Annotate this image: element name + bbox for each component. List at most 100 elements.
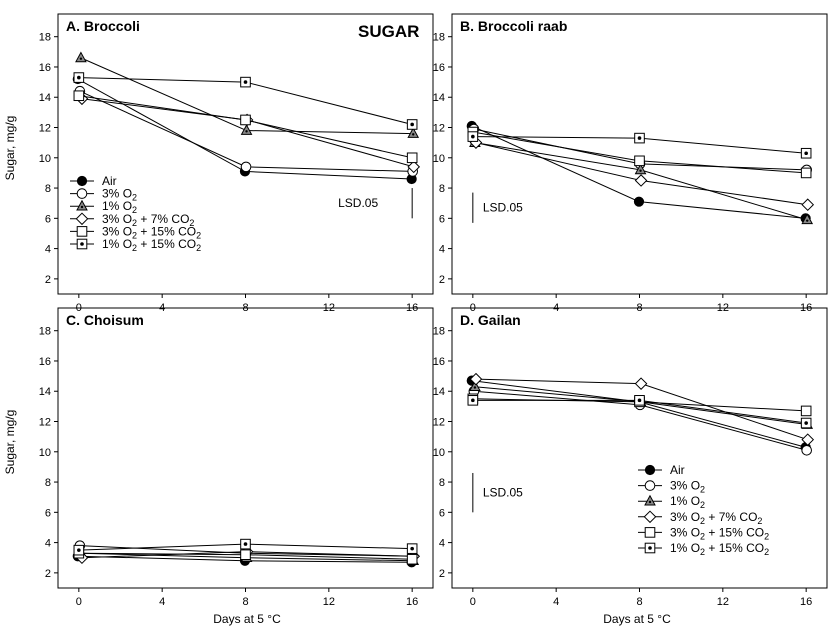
y-tick-label: 14: [433, 92, 445, 104]
y-tick-label: 8: [439, 183, 445, 195]
data-point-shape: [634, 163, 647, 175]
legend-marker-shape: [644, 480, 656, 491]
data-point: [75, 51, 87, 63]
legend: Air 3% O2​1% O2​3% O2​ + 7% CO2​3% O2​ + …: [638, 463, 769, 557]
data-point-shape: [406, 152, 418, 164]
data-point-shape: [801, 213, 814, 225]
figure-title: SUGAR: [358, 22, 419, 41]
y-tick-label: 16: [433, 62, 445, 74]
lsd-label: LSD.05: [338, 196, 378, 210]
data-point: [240, 161, 252, 173]
data-point-dot: [412, 133, 415, 136]
panel-title: B. Broccoli raab: [460, 18, 567, 34]
lsd-label: LSD.05: [483, 486, 523, 500]
y-axis-title-top: Sugar, mg/g: [3, 116, 17, 181]
y-tick-label: 18: [433, 32, 445, 44]
data-point: [73, 90, 85, 102]
x-axis-title-right: Days at 5 °C: [603, 612, 671, 626]
data-point: [73, 544, 85, 556]
legend-marker: [76, 226, 88, 237]
x-tick-label: 0: [76, 596, 82, 608]
legend-marker: [644, 494, 656, 506]
y-tick-label: 6: [439, 213, 445, 225]
data-point: [407, 127, 420, 138]
data-point-dot: [471, 398, 475, 403]
data-point-shape: [634, 155, 645, 167]
y-tick-label: 18: [39, 326, 51, 338]
legend-label: 3% O2​ + 15% CO2​: [102, 224, 201, 240]
data-point-dot: [410, 546, 414, 551]
legend-label: 1% O2​ + 15% CO2​: [670, 541, 769, 557]
data-point-shape: [75, 51, 87, 63]
data-point: [240, 538, 251, 550]
legend-marker: [644, 464, 656, 476]
y-tick-label: 8: [45, 477, 51, 489]
data-point: [634, 163, 647, 175]
data-point-dot: [243, 80, 248, 84]
panel-title: A. Broccoli: [66, 18, 140, 34]
legend-marker-shape: [76, 226, 88, 237]
data-point: [634, 395, 645, 406]
x-tick-label: 16: [800, 596, 812, 608]
data-point: [73, 72, 85, 83]
y-tick-label: 8: [439, 477, 445, 489]
data-point: [469, 372, 483, 386]
data-point-shape: [801, 444, 812, 456]
data-point: [406, 543, 418, 554]
x-tick-label: 12: [323, 596, 335, 608]
data-point-dot: [804, 421, 808, 425]
legend-marker-dot: [648, 500, 652, 504]
data-point-shape: [407, 160, 421, 174]
data-point-dot: [637, 136, 642, 140]
y-tick-label: 2: [439, 568, 445, 580]
data-point-dot: [804, 151, 808, 156]
legend-marker: [643, 510, 657, 524]
data-point-dot: [77, 548, 81, 552]
data-point-shape: [801, 198, 815, 212]
legend-marker: [76, 188, 88, 199]
legend-marker: [644, 527, 656, 538]
data-point-dot: [243, 542, 248, 546]
y-axis-title-bottom: Sugar, mg/g: [3, 410, 17, 475]
data-point: [240, 76, 251, 88]
data-point-shape: [406, 553, 418, 565]
panel-title: D. Gailan: [460, 312, 521, 328]
y-tick-label: 16: [433, 356, 445, 368]
legend-marker-dot: [648, 546, 652, 550]
data-point-dot: [245, 130, 248, 133]
x-tick-label: 0: [470, 596, 476, 608]
data-point-dot: [77, 75, 81, 80]
panel-3: 2 4 6 8 10 12 14 16 18 0 4 8 12 16 C. Choisum: [39, 307, 434, 608]
legend-label: 1% O2​: [102, 199, 137, 215]
y-tick-label: 18: [433, 326, 445, 338]
data-point-shape: [633, 196, 645, 207]
data-point-dot: [806, 219, 809, 222]
y-tick-label: 12: [433, 417, 445, 429]
data-point: [406, 119, 418, 130]
y-tick-label: 6: [45, 507, 51, 519]
data-point-shape: [240, 114, 251, 126]
legend-marker-shape: [643, 510, 657, 524]
data-point: [406, 553, 418, 565]
data-point-shape: [407, 127, 420, 138]
data-point: [801, 213, 814, 225]
legend-label: 1% O2​: [670, 494, 705, 510]
panel-4: 2 4 6 8 10 12 14 16 18 0 4 8 12 16 D. Gailan LSD.05 Air 3…: [433, 307, 828, 608]
y-tick-label: 4: [45, 244, 51, 256]
legend-label: 3% O2​ + 15% CO2​: [670, 525, 769, 541]
legend-label: 1% O2​ + 15% CO2​: [102, 237, 201, 253]
y-tick-label: 16: [39, 62, 51, 74]
legend-marker-shape: [644, 527, 656, 538]
legend-marker-shape: [644, 494, 656, 506]
y-tick-label: 2: [45, 274, 51, 286]
data-point: [467, 395, 479, 406]
data-point: [240, 549, 251, 561]
y-tick-label: 2: [439, 274, 445, 286]
data-point: [800, 417, 812, 429]
data-point-shape: [240, 549, 251, 561]
data-point: [634, 377, 648, 390]
x-tick-label: 4: [159, 596, 165, 608]
